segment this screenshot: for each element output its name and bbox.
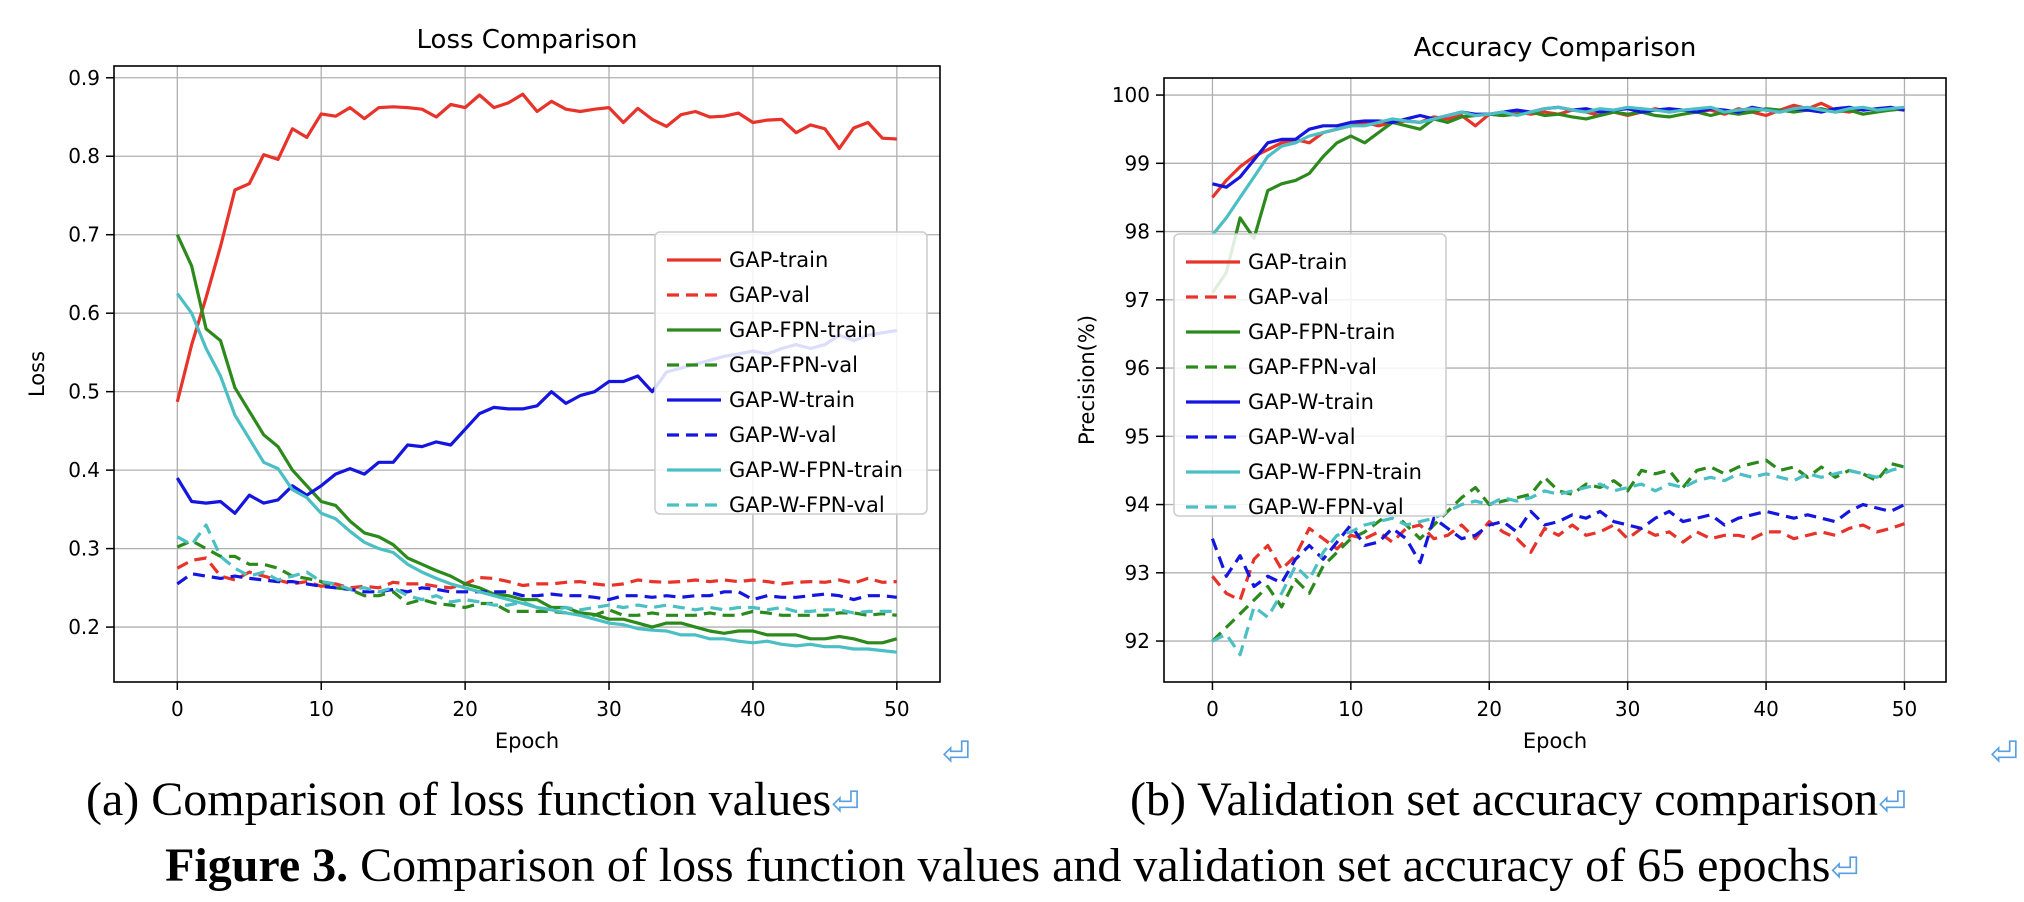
y-tick-label: 0.3 (68, 537, 100, 561)
legend-label: GAP-train (1248, 250, 1347, 274)
legend-label: GAP-FPN-train (729, 318, 876, 342)
legend-label: GAP-W-val (1248, 425, 1356, 449)
x-tick-label: 30 (596, 697, 621, 721)
legend-box (1173, 233, 1447, 517)
legend-label: GAP-W-FPN-val (729, 493, 885, 517)
chart-legend: GAP-train GAP-val GAP-FPN-train GAP-FPN-val… (1173, 233, 1447, 519)
y-tick-label: 94 (1125, 493, 1150, 517)
legend-label: GAP-val (1248, 285, 1329, 309)
x-axis-label: Epoch (1523, 729, 1587, 753)
figure-label: Figure 3. (165, 839, 349, 892)
accuracy-chart-svg: 0 10 20 30 40 50 92 93 94 95 96 97 98 99 100 Accuracy C… (1075, 33, 1947, 753)
legend-label: GAP-val (729, 283, 810, 307)
x-tick-label: 20 (1477, 697, 1502, 721)
y-axis-label: Loss (25, 351, 49, 397)
y-tick-label: 0.9 (68, 66, 100, 90)
y-tick-label: 95 (1125, 424, 1150, 448)
plot-frame (1163, 77, 1947, 683)
y-tick-label: 98 (1125, 220, 1150, 244)
return-mark-icon: ⏎ (942, 734, 971, 774)
legend-label: GAP-FPN-val (1248, 355, 1377, 379)
subcaption-b: (b) Validation set accuracy comparison⏎ (1130, 772, 1907, 827)
subcaption-a-text: (a) Comparison of loss function values (86, 773, 832, 826)
y-tick-label: 0.7 (68, 223, 100, 247)
x-tick-label: 50 (884, 697, 909, 721)
y-tick-label: 0.4 (68, 458, 100, 482)
chart-title: Accuracy Comparison (1414, 33, 1697, 63)
series-line-gap-w-fpn-train (1211, 105, 1905, 237)
legend-label: GAP-W-FPN-train (729, 458, 903, 482)
x-tick-label: 30 (1615, 697, 1640, 721)
x-tick-label: 40 (740, 697, 765, 721)
x-tick-label: 0 (1206, 697, 1219, 721)
loss-chart: 0 10 20 30 40 50 0.2 0.3 0.4 0.5 0.6 0.7 0.8 0.9 Loss … (0, 0, 1000, 780)
legend-label: GAP-W-train (1248, 390, 1374, 414)
y-tick-label: 0.5 (68, 380, 100, 404)
x-tick-label: 10 (1338, 697, 1363, 721)
legend-label: GAP-W-FPN-train (1248, 460, 1422, 484)
series-line-gap-w-train (1212, 105, 1905, 189)
y-tick-label: 99 (1125, 151, 1150, 175)
chart-legend: GAP-train GAP-val GAP-FPN-train GAP-FPN-val… (654, 231, 928, 517)
series-line-gap-train (175, 92, 897, 403)
x-tick-label: 20 (452, 697, 477, 721)
x-tick-label: 0 (171, 697, 184, 721)
y-tick-label: 93 (1125, 561, 1150, 585)
plot-frame (113, 65, 941, 683)
series-line-gap-fpn-val (1211, 458, 1905, 643)
series-line-gap-w-val (1210, 503, 1906, 589)
series-line-gap-w-fpn-val (176, 523, 897, 615)
series-line-gap-fpn-train (175, 234, 898, 645)
series-line-gap-w-val (176, 572, 897, 602)
legend-label: GAP-W-FPN-val (1248, 495, 1404, 519)
return-mark-icon: ⏎ (1990, 734, 2019, 774)
legend-label: GAP-W-train (729, 388, 855, 412)
legend-label: GAP-W-val (729, 423, 837, 447)
y-tick-label: 0.8 (68, 144, 100, 168)
legend-label: GAP-FPN-val (729, 353, 858, 377)
loss-chart-svg: 0 10 20 30 40 50 0.2 0.3 0.4 0.5 0.6 0.7 0.8 0.9 Loss … (25, 25, 941, 753)
series-line-gap-train (1211, 101, 1905, 199)
series-line-gap-fpn-val (176, 539, 897, 617)
y-tick-label: 97 (1125, 288, 1150, 312)
x-axis-label: Epoch (495, 729, 559, 753)
series-line-gap-w-fpn-train (176, 292, 897, 654)
return-mark-icon: ⏎ (1830, 850, 1859, 890)
y-axis-label: Precision(%) (1075, 315, 1099, 445)
y-tick-label: 100 (1112, 83, 1150, 107)
y-tick-label: 0.2 (68, 615, 100, 639)
series-line-gap-val (1211, 519, 1906, 602)
legend-box (654, 231, 928, 515)
return-mark-icon: ⏎ (1878, 784, 1907, 824)
figure-caption-text: Comparison of loss function values and v… (360, 839, 1831, 892)
subcaption-b-text: (b) Validation set accuracy comparison (1130, 773, 1879, 826)
y-tick-label: 92 (1125, 629, 1150, 653)
accuracy-chart: 0 10 20 30 40 50 92 93 94 95 96 97 98 99 100 Accuracy C… (1040, 0, 2024, 780)
x-tick-label: 40 (1753, 697, 1778, 721)
legend-label: GAP-train (729, 248, 828, 272)
y-tick-label: 0.6 (68, 301, 100, 325)
figure-caption: Figure 3. Comparison of loss function va… (0, 838, 2024, 893)
subcaption-a: (a) Comparison of loss function values⏎ (86, 772, 860, 827)
chart-title: Loss Comparison (417, 25, 638, 55)
y-tick-label: 96 (1125, 356, 1150, 380)
return-mark-icon: ⏎ (831, 784, 860, 824)
x-tick-label: 10 (308, 697, 333, 721)
x-tick-label: 50 (1892, 697, 1917, 721)
legend-label: GAP-FPN-train (1248, 320, 1395, 344)
